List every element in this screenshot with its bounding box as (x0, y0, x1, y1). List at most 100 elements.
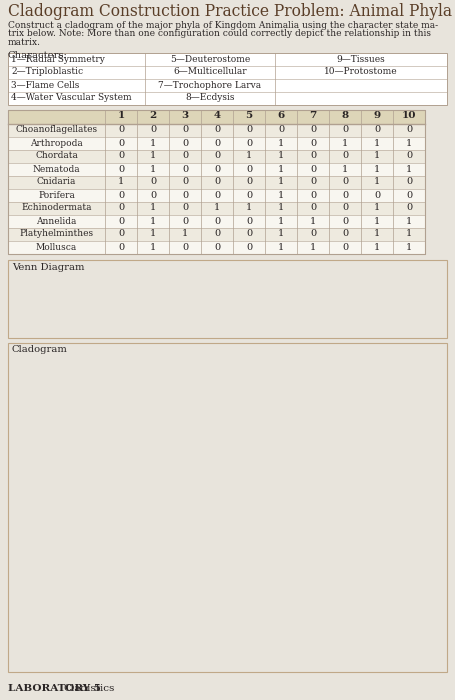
Bar (8, 123, 425, 136)
Text: 6—Multicellular: 6—Multicellular (173, 67, 247, 76)
Text: 1: 1 (374, 164, 380, 174)
Text: 0: 0 (182, 204, 188, 213)
Text: 1: 1 (117, 111, 125, 120)
Text: 9: 9 (374, 111, 380, 120)
Text: 1: 1 (406, 139, 412, 148)
Bar (8, 202, 425, 214)
Bar (8, 260, 447, 337)
Text: 0: 0 (214, 190, 220, 199)
Text: 1: 1 (278, 204, 284, 213)
Text: 1: 1 (278, 164, 284, 174)
Text: 0: 0 (374, 190, 380, 199)
Text: Cladogram Construction Practice Problem: Animal Phyla: Cladogram Construction Practice Problem:… (8, 3, 452, 20)
Text: LABORATORY 5: LABORATORY 5 (8, 684, 101, 693)
Text: 1: 1 (310, 216, 316, 225)
Text: matrix.: matrix. (8, 38, 41, 47)
Text: 0: 0 (214, 164, 220, 174)
Text: 1: 1 (374, 151, 380, 160)
Text: 0: 0 (246, 190, 252, 199)
Text: 0: 0 (310, 190, 316, 199)
Text: 1: 1 (374, 139, 380, 148)
Text: Cladogram: Cladogram (12, 346, 68, 354)
Text: 0: 0 (214, 125, 220, 134)
Text: 0: 0 (150, 178, 156, 186)
Text: 1: 1 (342, 164, 348, 174)
Text: 8: 8 (341, 111, 349, 120)
Text: 0: 0 (182, 178, 188, 186)
Text: 0: 0 (214, 139, 220, 148)
Text: 0: 0 (214, 216, 220, 225)
Text: 1: 1 (278, 178, 284, 186)
Text: 0: 0 (374, 125, 380, 134)
Text: Nematoda: Nematoda (33, 164, 81, 174)
Bar (8, 109, 425, 253)
Text: Echinodermata: Echinodermata (21, 204, 92, 213)
Text: 1: 1 (246, 204, 252, 213)
Text: 0: 0 (406, 178, 412, 186)
Text: 0: 0 (342, 242, 348, 251)
Text: 1: 1 (406, 230, 412, 239)
Text: 5—Deuterostome: 5—Deuterostome (170, 55, 250, 64)
Text: 1: 1 (182, 230, 188, 239)
Text: 0: 0 (118, 164, 124, 174)
Text: 0: 0 (278, 125, 284, 134)
Text: 1: 1 (150, 242, 156, 251)
Text: Choanoflagellates: Choanoflagellates (15, 125, 97, 134)
Bar (8, 52, 447, 104)
Text: 0: 0 (342, 204, 348, 213)
Text: Venn Diagram: Venn Diagram (12, 262, 85, 272)
Bar (8, 162, 425, 176)
Text: 0: 0 (182, 125, 188, 134)
Bar (8, 241, 425, 253)
Text: 10—Protostome: 10—Protostome (324, 67, 398, 76)
Text: Annelida: Annelida (36, 216, 77, 225)
Text: 1: 1 (374, 204, 380, 213)
Bar (8, 342, 447, 672)
Text: 1: 1 (150, 164, 156, 174)
Text: Mollusca: Mollusca (36, 242, 77, 251)
Text: 1: 1 (150, 230, 156, 239)
Text: 1: 1 (278, 216, 284, 225)
Text: 0: 0 (214, 230, 220, 239)
Text: 2: 2 (149, 111, 157, 120)
Text: 1: 1 (406, 164, 412, 174)
Text: 0: 0 (246, 164, 252, 174)
Text: 4: 4 (213, 111, 221, 120)
Text: 9—Tissues: 9—Tissues (337, 55, 385, 64)
Text: 0: 0 (214, 151, 220, 160)
Text: 0: 0 (118, 230, 124, 239)
Text: 0: 0 (406, 151, 412, 160)
Text: 0: 0 (342, 190, 348, 199)
Text: 0: 0 (118, 125, 124, 134)
Text: 0: 0 (246, 230, 252, 239)
Text: 0: 0 (406, 204, 412, 213)
Text: 0: 0 (118, 139, 124, 148)
Text: 0: 0 (246, 216, 252, 225)
Text: 0: 0 (310, 151, 316, 160)
Text: 1: 1 (150, 204, 156, 213)
Text: 0: 0 (406, 125, 412, 134)
Text: 0: 0 (310, 178, 316, 186)
Text: 0: 0 (118, 204, 124, 213)
Text: 0: 0 (182, 216, 188, 225)
Text: 2—Triploblastic: 2—Triploblastic (11, 67, 83, 76)
Text: 0: 0 (182, 139, 188, 148)
Text: 0: 0 (342, 178, 348, 186)
Text: 1: 1 (374, 178, 380, 186)
Text: 1: 1 (374, 230, 380, 239)
Text: Cladistics: Cladistics (63, 684, 114, 693)
Text: 1: 1 (118, 178, 124, 186)
Text: 1: 1 (246, 151, 252, 160)
Text: 1: 1 (150, 151, 156, 160)
Text: 0: 0 (182, 151, 188, 160)
Bar (8, 136, 425, 150)
Text: 10: 10 (402, 111, 416, 120)
Text: 0: 0 (246, 125, 252, 134)
Text: 1: 1 (278, 151, 284, 160)
Text: 0: 0 (118, 151, 124, 160)
Text: 0: 0 (310, 139, 316, 148)
Bar (8, 188, 425, 202)
Text: 0: 0 (406, 190, 412, 199)
Text: 1: 1 (278, 190, 284, 199)
Text: 0: 0 (214, 178, 220, 186)
